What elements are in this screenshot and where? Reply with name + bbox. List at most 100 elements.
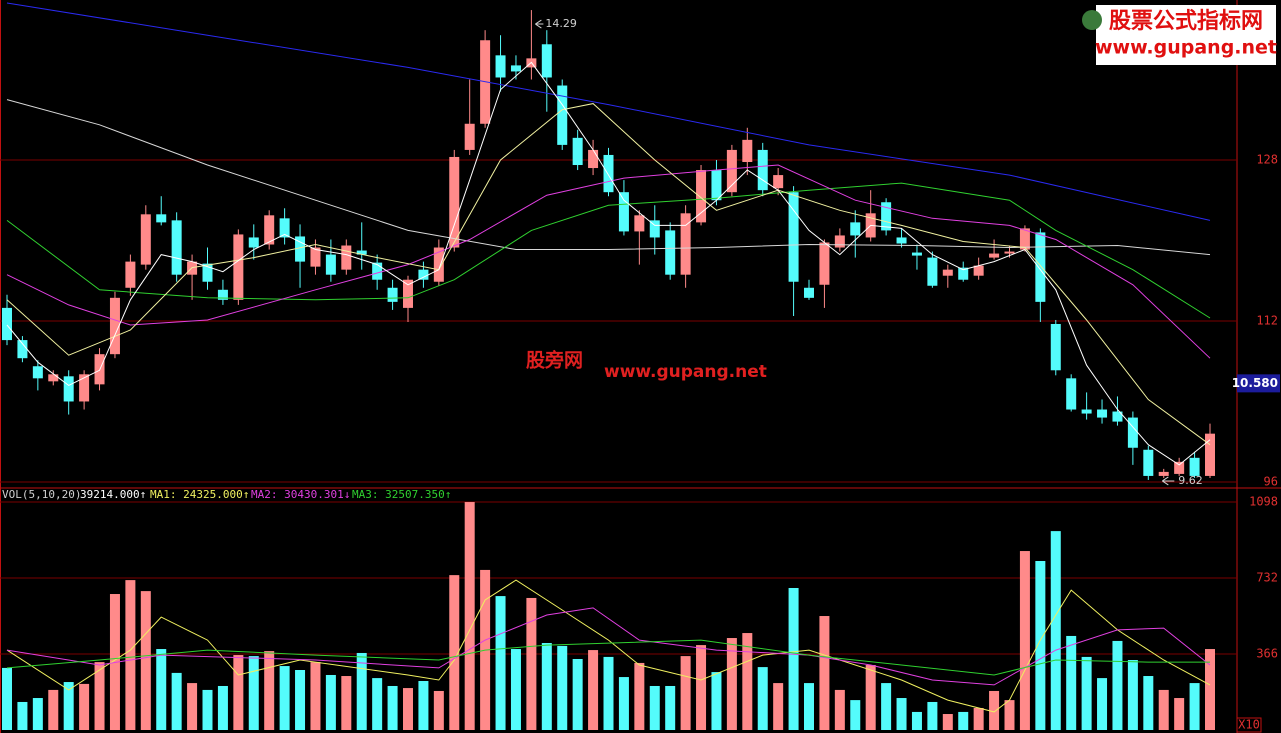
candle-body (850, 222, 861, 236)
volume-bar (1174, 698, 1185, 730)
volume-bar (881, 683, 892, 730)
candle-body (649, 220, 660, 238)
candle-body (125, 261, 136, 288)
grid (0, 159, 1237, 655)
volume-bar (109, 594, 120, 730)
candle-body (958, 267, 969, 280)
ma-line (6, 164, 1211, 359)
candle-body (665, 230, 676, 275)
volume-bar (896, 698, 907, 730)
y-tick-label: 112 (1256, 313, 1278, 327)
candle-body (711, 170, 722, 201)
candle-body (63, 376, 74, 402)
annotation: 9.62 (1178, 474, 1203, 487)
logo-url: www.gupang.net (1095, 37, 1277, 59)
y-tick-label: 366 (1256, 647, 1278, 661)
legend-entry: MA2: 30430.301↓ (251, 488, 350, 501)
candle-body (572, 137, 583, 166)
volume-bar (48, 689, 59, 730)
volume-bar (942, 714, 953, 730)
candle-body (264, 215, 275, 245)
candle-body (680, 213, 691, 275)
volume-bar (726, 638, 737, 730)
logo-text: 股票公式指标网 (1109, 8, 1263, 34)
volume-bar (403, 688, 413, 730)
candle-body (248, 237, 259, 248)
candle-body (1174, 461, 1185, 474)
volume-bar (680, 656, 691, 730)
candle-body (449, 156, 460, 248)
volume-bar (264, 651, 275, 730)
unit-box (1236, 717, 1262, 733)
volume-bar (418, 681, 429, 730)
volume-bar (63, 682, 74, 730)
candle-body (356, 250, 367, 255)
volume-bar (1127, 660, 1138, 730)
volume-ma-line (6, 607, 1211, 686)
volume-bar (742, 633, 753, 730)
volume-bar (295, 670, 306, 730)
candle-body (834, 235, 845, 248)
candle-body (79, 374, 90, 402)
volume-ma-line (6, 639, 1210, 676)
unit-label: X10 (1238, 718, 1260, 732)
candle-body (217, 289, 228, 300)
candle-body (1158, 471, 1169, 476)
candle-body (927, 257, 938, 286)
volume-bar (526, 597, 537, 730)
volume-bar (1189, 683, 1200, 730)
marks (2, 2, 1215, 730)
ma-line (6, 61, 1211, 466)
y-tick-label: 128 (1256, 152, 1278, 166)
y-tick-label: 1098 (1249, 495, 1278, 509)
volume-bar (187, 683, 198, 730)
candle-body (372, 262, 383, 280)
candle-body (1004, 251, 1015, 254)
candle-body (1127, 417, 1138, 448)
candle-body (403, 279, 413, 308)
candle-body (989, 253, 1000, 258)
volume-bar (634, 662, 645, 730)
y-tick-label: 96 (1264, 474, 1278, 488)
volume-bar (788, 587, 799, 730)
candle-body (757, 149, 768, 191)
candle-body (588, 149, 599, 169)
candle-body (202, 263, 213, 282)
candle-body (1189, 457, 1200, 476)
candle-body (726, 149, 737, 193)
volume-bar (1205, 649, 1215, 730)
candle-body (541, 44, 552, 78)
volume-bar (510, 649, 521, 730)
candle-body (557, 85, 568, 145)
candle-body (804, 287, 814, 298)
annotation-arrow (1162, 476, 1175, 486)
legend-entry: MA3: 32507.350↑ (352, 488, 451, 501)
candle-body (156, 214, 167, 223)
volume-bar (865, 665, 876, 730)
candle-body (1019, 228, 1030, 250)
volume-bar (156, 649, 167, 730)
volume-bar (989, 690, 1000, 730)
volume-bar (94, 662, 105, 730)
volume-bar (372, 678, 383, 730)
candle-body (325, 254, 336, 275)
candle-body (881, 202, 892, 231)
candle-body (1143, 449, 1154, 476)
volume-bar (711, 672, 722, 730)
logo-icon (1082, 10, 1102, 30)
volume-bar (1158, 689, 1169, 730)
volume-bar (541, 643, 552, 730)
volume-bar (1066, 635, 1077, 730)
current-price-box (1237, 374, 1280, 393)
logo-box (1096, 5, 1276, 65)
volume-bar (1081, 656, 1092, 730)
candle-body (1205, 433, 1215, 476)
volume-bar (1112, 640, 1123, 730)
volume-bar (17, 701, 28, 730)
volume-bar (603, 656, 614, 730)
volume-bar (649, 685, 660, 730)
volume-bar (233, 655, 244, 730)
annotation: 14.29 (545, 17, 577, 30)
